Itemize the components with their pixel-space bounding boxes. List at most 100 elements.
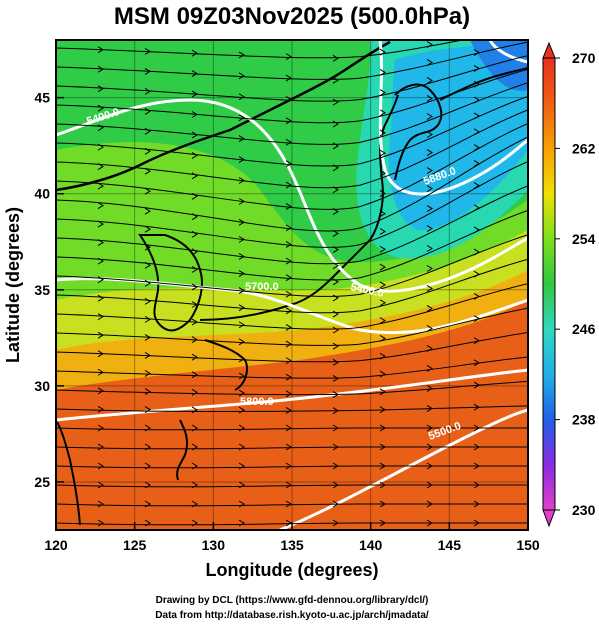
flow-arrow: [191, 371, 198, 379]
flow-arrow: [238, 72, 245, 80]
flow-arrow: [144, 352, 151, 359]
flow-arrow: [473, 481, 480, 489]
flow-arrow: [238, 114, 245, 122]
flow-arrow: [426, 443, 433, 451]
streamline: [56, 185, 528, 265]
flow-arrow: [379, 370, 386, 378]
credit-drawing: Drawing by DCL (https://www.gfd-dennou.o…: [156, 595, 429, 606]
flow-arrow: [97, 350, 104, 358]
flow-arrow: [285, 340, 292, 348]
streamline: [56, 405, 528, 412]
flow-arrow: [426, 481, 433, 489]
flow-arrow: [191, 443, 198, 451]
flow-arrow: [426, 404, 433, 412]
flow-arrow: [379, 109, 386, 117]
streamline: [56, 258, 528, 314]
flow-arrow: [238, 177, 245, 184]
colorbar-min-arrow: [542, 509, 556, 528]
flow-arrow: [379, 299, 386, 307]
flow-arrow: [97, 143, 104, 151]
flow-arrow: [97, 239, 104, 247]
flow-arrow: [426, 77, 433, 84]
flow-arrow: [191, 500, 198, 508]
streamline: [56, 55, 528, 102]
contour-label: 5700.0: [245, 281, 279, 293]
flow-arrow: [379, 443, 386, 451]
field-blue: [470, 40, 528, 91]
flow-arrow: [144, 333, 151, 341]
flow-arrow: [332, 262, 339, 270]
streamline: [56, 503, 528, 507]
flow-arrow: [191, 388, 198, 396]
flow-arrow: [426, 59, 433, 66]
flow-arrow: [379, 352, 386, 360]
map-title: MSM 09Z03Nov2025 (500.0hPa): [114, 3, 470, 30]
flow-arrow: [426, 325, 433, 332]
flow-arrow: [473, 248, 480, 256]
x-tick-label: 140: [359, 537, 383, 553]
flow-arrow: [473, 144, 480, 152]
flow-arrow: [285, 257, 292, 265]
flow-arrow: [379, 519, 386, 527]
flow-arrow: [426, 345, 433, 352]
colorbar-tick-label: 262: [572, 140, 596, 156]
flow-arrow: [332, 230, 339, 237]
flow-arrow: [97, 276, 104, 284]
flow-arrow: [144, 187, 151, 195]
flow-arrow: [238, 156, 245, 163]
flow-arrow: [474, 40, 475, 41]
flow-arrow: [191, 151, 198, 159]
streamline: [56, 380, 528, 396]
flow-arrow: [426, 113, 433, 120]
flow-arrow: [144, 519, 151, 527]
flow-arrow: [426, 41, 433, 48]
flow-arrow: [144, 147, 151, 155]
flow-arrow: [379, 500, 386, 508]
flow-arrow: [426, 225, 433, 232]
flow-arrow: [238, 443, 245, 451]
flow-arrow: [191, 172, 198, 180]
field-lightblue: [388, 42, 528, 230]
flow-arrow: [426, 149, 433, 156]
flow-arrow: [144, 297, 151, 305]
x-tick-label: 145: [438, 537, 462, 553]
flow-arrow: [97, 387, 104, 395]
flow-arrow: [191, 192, 198, 200]
flow-arrow: [97, 368, 104, 376]
flow-arrow: [473, 204, 480, 212]
streamlines: [56, 40, 528, 527]
flow-arrow: [332, 142, 339, 150]
flow-arrow: [97, 104, 104, 112]
flow-arrow: [473, 128, 480, 136]
flow-arrow: [379, 481, 386, 489]
flow-arrow: [238, 321, 245, 329]
x-axis-ticks: 120 125 130 135 140 145 150: [44, 522, 540, 553]
streamline: [56, 40, 466, 59]
flow-arrow: [144, 315, 151, 323]
flow-arrow: [191, 462, 198, 470]
flow-arrow: [97, 481, 104, 489]
flow-arrow: [144, 107, 151, 115]
flow-arrow: [379, 149, 386, 157]
y-tick-label: 30: [34, 378, 50, 394]
flow-arrow: [473, 112, 480, 120]
flow-arrow: [285, 160, 292, 168]
x-axis-label: Longitude (degrees): [205, 560, 378, 580]
y-tick-label: 35: [34, 282, 50, 298]
flow-arrow: [332, 462, 339, 470]
flow-arrow: [144, 481, 151, 489]
flow-arrow: [144, 127, 151, 135]
colorbar-tick-label: 254: [572, 231, 596, 247]
streamline: [56, 283, 528, 330]
flow-arrow: [238, 406, 245, 414]
flow-arrow: [97, 313, 104, 321]
flow-arrow: [191, 301, 198, 308]
flow-arrow: [144, 388, 151, 395]
flow-arrow: [285, 424, 292, 432]
flow-arrow: [144, 87, 151, 95]
streamline: [56, 356, 528, 379]
flow-arrow: [379, 190, 386, 197]
flow-arrow: [473, 49, 480, 56]
flow-arrow: [379, 424, 386, 432]
